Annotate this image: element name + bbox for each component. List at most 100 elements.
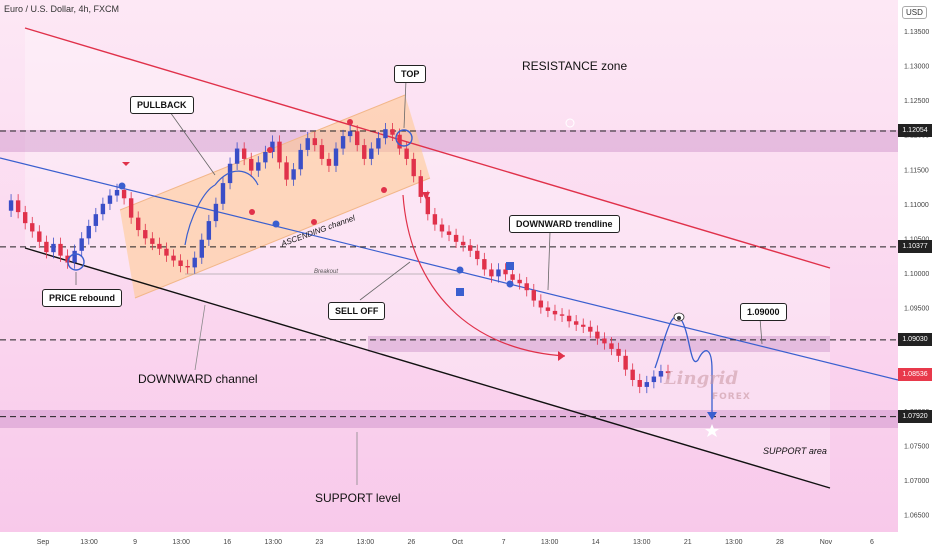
price-tag: 1.09030: [898, 333, 932, 347]
x-tick-label: 13:00: [265, 539, 283, 546]
x-tick-label: 6: [870, 539, 874, 546]
candle-body: [623, 355, 628, 370]
candle-body: [234, 148, 240, 164]
candle-body: [581, 324, 586, 327]
candle-body: [192, 257, 197, 268]
y-tick-label: 1.13500: [904, 29, 929, 36]
arrow-down-red-icon: [422, 192, 430, 200]
candle-body: [468, 245, 473, 251]
background-gradient: [0, 0, 898, 550]
x-tick-label: 28: [776, 539, 784, 546]
candle-body: [51, 243, 56, 253]
candle-body: [178, 260, 183, 266]
candle-body: [150, 238, 155, 244]
candle-body: [404, 148, 409, 159]
price-tag: 1.07920: [898, 410, 932, 424]
candle-body: [263, 152, 268, 163]
candle-body: [114, 190, 120, 196]
candle-body: [284, 162, 289, 180]
candle-body: [15, 200, 21, 213]
watermark-brand: Lingrid: [664, 368, 739, 389]
x-tick-label: 14: [592, 539, 600, 546]
trendline-pointer: [547, 231, 551, 291]
downward-channel-bottom[interactable]: [24, 247, 831, 489]
candle-body: [164, 248, 169, 256]
pullback-label: PULLBACK: [130, 96, 194, 114]
candle-body: [86, 225, 91, 239]
touch-dot: [506, 280, 514, 288]
candle-body: [517, 279, 522, 284]
eye-pupil: [677, 316, 681, 320]
y-axis-panel[interactable]: [898, 0, 932, 550]
pullback-arrow: [214, 170, 259, 186]
y-axis-ticks: 1.135001.130001.125001.120001.115001.110…: [904, 29, 929, 520]
candle-body: [369, 148, 374, 159]
candle-body: [446, 231, 452, 235]
ascending-channel-bottom: [134, 177, 431, 299]
candle-body: [270, 141, 275, 152]
candle-body: [185, 266, 190, 268]
top-circle: [395, 129, 413, 147]
candle-body: [460, 241, 466, 246]
candle-body: [143, 230, 148, 239]
y-tick-label: 1.09500: [904, 305, 929, 312]
candle-body: [326, 158, 332, 166]
price-rebound-label: PRICE rebound: [42, 289, 123, 307]
candle-body: [277, 141, 282, 163]
candle-body: [383, 129, 388, 139]
x-tick-label: 23: [315, 539, 323, 546]
x-tick-label: 13:00: [541, 539, 559, 546]
candle-body: [644, 382, 650, 387]
candle-body: [319, 145, 325, 159]
selloff-arrowhead: [558, 351, 565, 361]
candle-body: [665, 371, 671, 374]
candle-body: [573, 321, 579, 325]
downward-trendline-label: DOWNWARD trendline: [509, 215, 620, 233]
candle-body: [489, 269, 494, 277]
candle-body: [616, 348, 621, 356]
candle-body: [354, 131, 360, 146]
symbol-title: Euro / U.S. Dollar, 4h, FXCM: [4, 4, 120, 14]
downward-trendline[interactable]: [0, 157, 899, 381]
flag-icon: [122, 162, 130, 166]
event-icon: [565, 118, 575, 128]
candle-body: [531, 290, 536, 301]
x-axis-panel[interactable]: [0, 532, 898, 550]
candle-body: [609, 343, 614, 349]
candle-body: [510, 274, 515, 280]
candle-body: [256, 162, 261, 171]
candle-body: [227, 163, 233, 184]
candle-body: [538, 300, 544, 308]
candle-body: [595, 331, 600, 339]
selloff-arrow: [402, 194, 566, 357]
candle-body: [171, 255, 176, 261]
x-tick-label: 13:00: [357, 539, 375, 546]
projection-path: [654, 316, 713, 415]
candle-body: [44, 241, 49, 253]
projection-arrowhead: [707, 412, 717, 420]
breakout-label: Breakout: [314, 269, 339, 275]
currency-button[interactable]: USD: [902, 6, 927, 19]
x-tick-label: Oct: [452, 539, 463, 546]
candle-body: [312, 138, 318, 146]
candle-body: [249, 158, 254, 171]
price-tag: 1.12054: [898, 124, 932, 138]
x-tick-label: 13:00: [172, 539, 190, 546]
touch-dot: [249, 209, 255, 215]
touch-dot: [311, 219, 317, 225]
candle-body: [241, 148, 247, 159]
touch-dot: [272, 220, 280, 228]
candle-body: [128, 198, 134, 218]
candle-body: [107, 195, 113, 204]
resistance-band: [0, 130, 898, 152]
x-axis-ticks: Sep 13:00 9 13:00 16 13:00 23 13:00 26 Oct 7 13:00 1…: [37, 539, 874, 546]
candle-body: [37, 231, 42, 242]
candle-body: [397, 134, 402, 149]
candle-body: [72, 250, 77, 263]
y-tick-label: 1.13000: [904, 64, 929, 71]
x-tick-label: 13:00: [633, 539, 651, 546]
price-tag: 1.10377: [898, 240, 932, 254]
resistance-trendline[interactable]: [24, 27, 831, 269]
